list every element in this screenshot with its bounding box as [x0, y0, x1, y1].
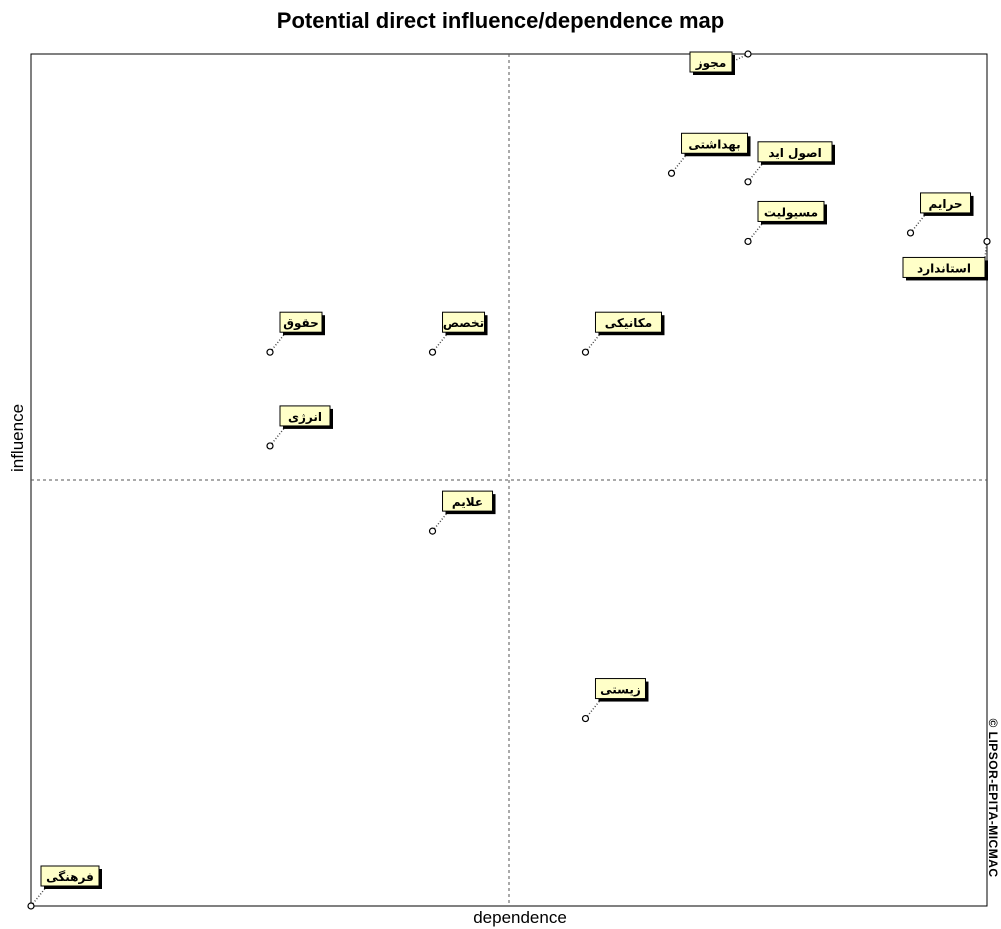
leader-line	[584, 331, 603, 353]
label-box	[920, 192, 972, 214]
point-label: زیستی	[600, 683, 641, 697]
label-box	[594, 311, 662, 333]
label-box	[757, 141, 833, 163]
data-point-group: مکانیکی	[581, 311, 665, 356]
point-label: علایم	[452, 495, 483, 509]
data-point	[744, 237, 752, 246]
leader-line	[747, 220, 765, 242]
leader-line	[269, 425, 287, 447]
data-point-group: زیستی	[581, 678, 649, 723]
data-point-group: اصول اید	[744, 141, 835, 186]
point-label: استاندارد	[917, 261, 971, 275]
point-label: مجوز	[695, 56, 727, 71]
leader-line	[584, 698, 603, 720]
points-layer: مجوز بهداشتی اصول اید حرایم مسیولیت استاندارد…	[27, 50, 991, 910]
chart-title: Potential direct influence/dependence ma…	[276, 8, 725, 33]
data-point	[744, 178, 752, 186]
data-point	[266, 442, 274, 450]
label-box	[40, 865, 100, 887]
data-point	[428, 348, 437, 356]
data-point	[906, 229, 915, 237]
point-label: حقوق	[283, 316, 319, 331]
data-point-group: فرهنگی	[27, 865, 102, 910]
data-point-group: علایم	[428, 490, 496, 535]
label-box	[757, 200, 825, 222]
data-point-group: استاندارد	[902, 237, 991, 281]
label-box	[594, 678, 646, 700]
data-point-group: انرژی	[266, 405, 333, 450]
data-point-group: مسیولیت	[744, 200, 827, 246]
leader-line	[431, 331, 450, 353]
data-point-group: بهداشتی	[667, 132, 751, 177]
point-label: اصول اید	[768, 146, 821, 161]
data-point-group: مجوز	[689, 50, 752, 75]
data-point	[667, 169, 676, 177]
label-box	[681, 132, 749, 154]
leader-line	[670, 152, 689, 174]
x-axis-label: dependence	[473, 908, 567, 927]
label-box	[689, 51, 733, 73]
watermark: © LIPSOR-EPITA-MICMAC	[986, 718, 1000, 878]
label-box	[442, 490, 494, 512]
label-box	[279, 405, 331, 427]
data-point	[27, 902, 35, 910]
leader-line	[747, 161, 765, 183]
leader-line	[431, 510, 450, 532]
point-label: حرایم	[928, 197, 962, 211]
data-point-group: حرایم	[906, 192, 974, 237]
data-point-group: تخصص	[428, 311, 488, 356]
point-label: بهداشتی	[688, 137, 740, 151]
leader-line	[269, 331, 287, 353]
point-label: مسیولیت	[764, 205, 818, 220]
point-label: انرژی	[288, 410, 322, 424]
point-label: فرهنگی	[46, 870, 94, 884]
data-point	[428, 527, 437, 535]
leader-line	[30, 885, 48, 907]
data-point	[983, 237, 991, 246]
data-point	[581, 714, 590, 723]
point-label: تخصص	[443, 316, 484, 330]
label-box	[279, 311, 323, 333]
data-point	[266, 348, 274, 356]
leader-line	[909, 212, 928, 234]
label-box	[442, 311, 486, 333]
data-point	[744, 50, 752, 58]
data-point	[581, 348, 590, 356]
point-label: مکانیکی	[605, 316, 652, 330]
y-axis-label: influence	[8, 403, 27, 473]
label-box	[902, 256, 986, 278]
data-point-group: حقوق	[266, 311, 325, 356]
